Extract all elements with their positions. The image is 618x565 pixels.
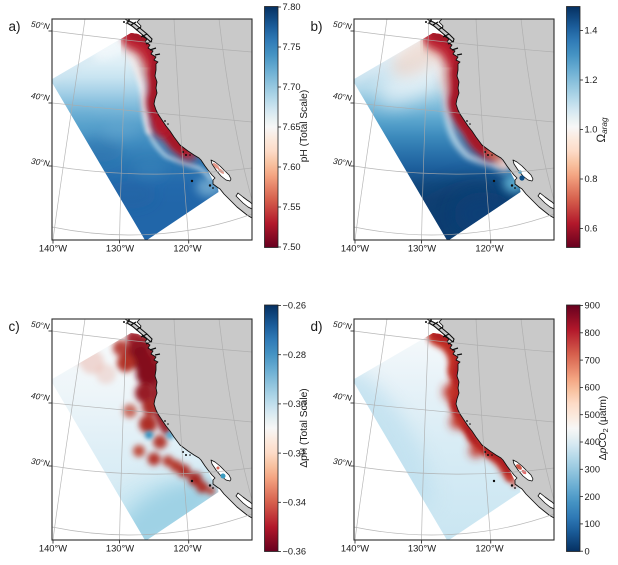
svg-text:−0.26: −0.26 [283,301,307,311]
svg-text:200: 200 [585,492,601,502]
svg-text:100: 100 [585,519,601,529]
svg-text:1.4: 1.4 [585,26,598,36]
svg-text:7.70: 7.70 [283,82,301,92]
svg-text:pH (Total Scale): pH (Total Scale) [299,90,310,162]
svg-text:−0.28: −0.28 [283,350,307,360]
svg-text:0.6: 0.6 [585,224,598,234]
svg-text:700: 700 [585,355,601,365]
svg-text:300: 300 [585,465,601,475]
svg-text:0: 0 [585,546,590,556]
svg-text:a): a) [9,19,21,34]
svg-text:d): d) [311,319,323,334]
svg-text:7.80: 7.80 [283,2,301,12]
svg-text:−0.30: −0.30 [283,399,307,409]
svg-text:−0.32: −0.32 [283,448,307,458]
svg-text:7.65: 7.65 [283,122,301,132]
svg-text:7.55: 7.55 [283,202,301,212]
svg-text:1.2: 1.2 [585,75,598,85]
svg-text:ΔpH (Total Scale): ΔpH (Total Scale) [299,388,310,467]
svg-text:7.75: 7.75 [283,42,301,52]
svg-text:400: 400 [585,437,601,447]
svg-text:600: 600 [585,383,601,393]
svg-text:b): b) [311,19,323,34]
svg-text:c): c) [9,319,20,334]
svg-text:800: 800 [585,328,601,338]
svg-text:7.50: 7.50 [283,242,301,252]
svg-text:Ωarag: Ωarag [596,117,609,142]
svg-text:900: 900 [585,301,601,311]
svg-text:500: 500 [585,410,601,420]
svg-text:−0.36: −0.36 [283,547,307,557]
svg-text:1.0: 1.0 [585,125,598,135]
svg-text:ΔpCO2 (μatm): ΔpCO2 (μatm) [598,396,610,460]
svg-text:0.8: 0.8 [585,174,598,184]
svg-text:−0.34: −0.34 [283,498,307,508]
svg-text:7.60: 7.60 [283,162,301,172]
